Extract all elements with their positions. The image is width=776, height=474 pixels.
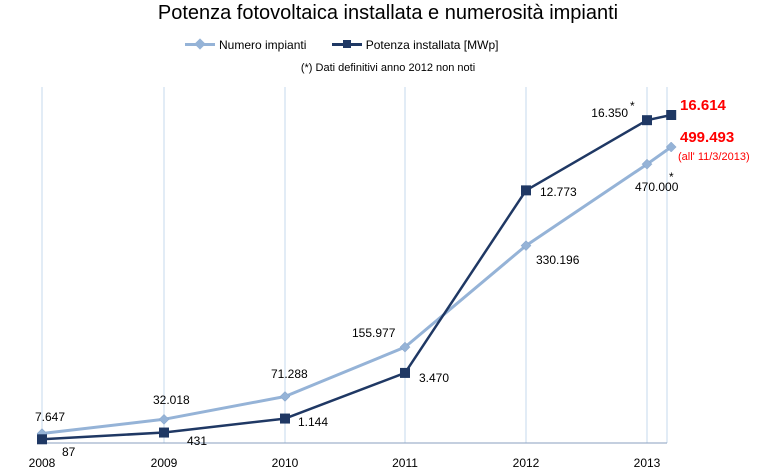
point-numero-impianti-6: [665, 141, 677, 153]
point-potenza-installata-5: [642, 115, 652, 126]
legend-item-numero-impianti: Numero impianti: [185, 38, 306, 52]
legend-line-potenza-installata: [331, 40, 362, 48]
asterisk-impianti-2013: *: [669, 170, 674, 184]
data-label-numero-impianti-3: 155.977: [352, 326, 396, 340]
data-label-numero-impianti-5: 470.000: [635, 180, 679, 194]
point-potenza-installata-0: [37, 434, 47, 445]
point-potenza-installata-3: [400, 367, 410, 378]
point-potenza-installata-2: [280, 413, 290, 424]
data-label-numero-impianti-4: 330.196: [536, 253, 580, 267]
x-tick-label-2012: 2012: [513, 456, 540, 470]
series-line-potenza-installata: [41, 113, 672, 441]
data-label-potenza-installata-4: 12.773: [540, 185, 577, 199]
data-label-numero-impianti-0: 7.647: [35, 410, 65, 424]
legend-label-numero-impianti: Numero impianti: [219, 37, 307, 52]
data-label-potenza-installata-3: 3.470: [419, 371, 449, 385]
data-label-numero-impianti-2: 71.288: [271, 367, 308, 381]
data-label-potenza-installata-2: 1.144: [298, 415, 328, 429]
x-tick-label-2008: 2008: [29, 456, 56, 470]
chart-title: Potenza fotovoltaica installata e numero…: [157, 2, 619, 24]
x-tick-label-2011: 2011: [392, 456, 418, 470]
data-label-numero-impianti-1: 32.018: [153, 393, 190, 407]
point-potenza-installata-1: [159, 427, 169, 438]
square-marker-icon: [342, 40, 351, 48]
legend-line-numero-impianti: [185, 38, 215, 50]
data-label-potenza-installata-0: 87: [62, 445, 76, 459]
x-tick-label-2010: 2010: [272, 456, 299, 470]
date-note: (all' 11/3/2013): [678, 151, 750, 163]
x-tick-label-2013: 2013: [634, 456, 661, 470]
point-potenza-installata-6: [666, 110, 677, 120]
data-label-potenza-installata-1: 431: [187, 434, 207, 448]
legend-label-potenza-installata: Potenza installata [MWp]: [365, 37, 499, 52]
x-tick-label-2009: 2009: [151, 456, 178, 470]
legend-item-potenza-installata: Potenza installata [MWp]: [331, 37, 499, 52]
point-numero-impianti-5: [641, 158, 653, 170]
point-numero-impianti-2: [279, 391, 291, 402]
asterisk-potenza-2013: *: [630, 99, 635, 113]
point-numero-impianti-4: [520, 240, 532, 251]
legend: Numero impianti Potenza installata [MWp]: [185, 35, 520, 52]
point-numero-impianti-3: [399, 341, 411, 353]
data-label-numero-impianti-6: 499.493: [680, 129, 734, 146]
data-label-potenza-installata-5: 16.350: [591, 106, 628, 120]
point-numero-impianti-1: [158, 413, 170, 425]
point-potenza-installata-4: [521, 185, 531, 196]
chart-note: (*) Dati definitivi anno 2012 non noti: [300, 62, 476, 74]
data-label-potenza-installata-6: 16.614: [680, 97, 727, 114]
